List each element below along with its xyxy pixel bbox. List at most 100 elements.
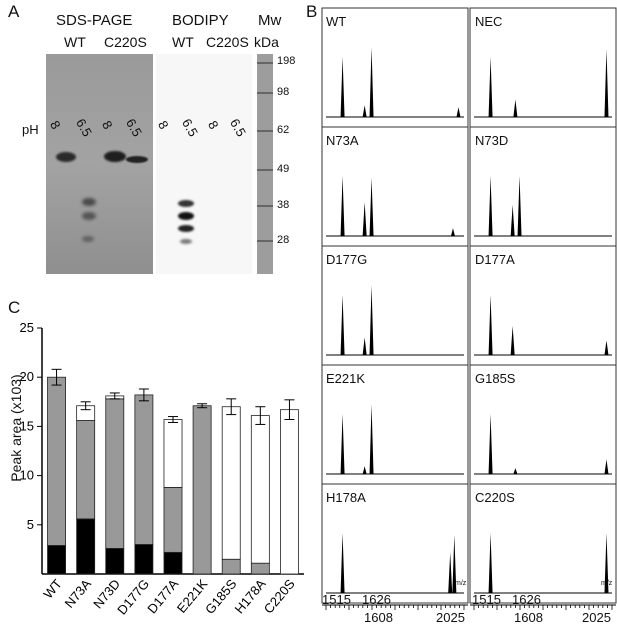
marker-lane: [257, 54, 273, 274]
ms-peak: [510, 204, 515, 236]
sds-band-wt-ph8: [56, 152, 76, 162]
ms-peak: [456, 107, 461, 117]
bar-segment: [134, 394, 154, 545]
ms-peak: [488, 413, 493, 474]
ms-peak: [604, 532, 609, 593]
bodipy-band-wt-ph65-d: [180, 239, 192, 244]
ms-peak: [340, 532, 345, 593]
ms-label-wt: WT: [326, 14, 347, 29]
y-tick-label: 20: [20, 369, 34, 384]
ms-peak: [488, 175, 493, 236]
sds-c220s-label: C220S: [104, 34, 147, 50]
x-tick-label: G185S: [202, 576, 240, 617]
ms-peak: [340, 294, 345, 355]
ms-peak: [362, 337, 367, 355]
marker-band-49: [257, 169, 273, 171]
ms-axis-right-1515: 1515: [472, 592, 501, 607]
bar-segment: [163, 487, 183, 553]
ms-peak: [517, 175, 522, 236]
ms-peak: [369, 285, 374, 355]
bar-segment: [105, 398, 125, 549]
ms-peak: [513, 99, 518, 117]
sds-page-gel: [46, 54, 153, 274]
bar-segment: [250, 415, 270, 564]
ms-peak: [340, 56, 345, 117]
ms-peak: [510, 325, 515, 355]
x-tick-label: D177A: [144, 576, 181, 616]
bar-segment: [76, 518, 96, 575]
ms-label-nec: NEC: [475, 14, 503, 29]
marker-label-198: 198: [277, 55, 296, 67]
bar-segment: [250, 562, 270, 575]
peak-area-bar-chart: 510152025WTN73AN73DD177GD177AE221KG185SH…: [20, 320, 304, 617]
y-axis-label: Peak area (x103): [8, 374, 24, 482]
ms-peak: [513, 468, 518, 474]
ms-label-n73d: N73D: [475, 133, 509, 148]
ms-label-g185s: G185S: [475, 371, 516, 386]
ms-peak: [448, 552, 453, 593]
bodipy-c220s-label: C220S: [206, 34, 249, 50]
bodipy-band-wt-ph65-a: [178, 200, 194, 207]
marker-band-62: [257, 130, 273, 132]
ph-label: pH: [22, 122, 39, 137]
panel-b-letter: B: [306, 2, 318, 21]
ms-axis-left-2025: 2025: [436, 610, 465, 625]
panel-c-letter: C: [8, 298, 21, 317]
ms-peak: [369, 404, 374, 474]
ms-mz-label-left: m/z: [455, 580, 467, 587]
marker-label-98: 98: [277, 86, 290, 98]
sds-wt-label: WT: [64, 34, 86, 50]
marker-band-98: [257, 92, 273, 94]
mass-spectra-grid: [321, 7, 617, 610]
ms-peak: [369, 177, 374, 236]
ms-peak: [340, 175, 345, 236]
sds-band-c220s-ph65: [126, 156, 148, 163]
ms-panel-frame: [321, 483, 469, 604]
ms-peak: [488, 56, 493, 117]
ms-axis-left-1608: 1608: [364, 610, 393, 625]
ms-label-d177a: D177A: [475, 252, 515, 267]
ms-peak: [362, 202, 367, 236]
sds-band-wt-ph65-b: [82, 212, 96, 220]
marker-band-28: [257, 240, 273, 242]
marker-label-49: 49: [277, 163, 290, 175]
ms-peak: [362, 105, 367, 117]
bar-segment: [163, 419, 183, 488]
ms-peak: [604, 49, 609, 117]
ms-label-e221k: E221K: [326, 371, 366, 386]
bar-segment: [192, 405, 212, 575]
bar-segment: [280, 409, 299, 575]
ms-peak: [369, 47, 374, 117]
panel-a-letter: A: [8, 2, 20, 21]
ms-peak: [362, 466, 367, 474]
x-tick-label: D177G: [114, 576, 152, 617]
marker-band-198: [257, 62, 273, 64]
ms-peak: [488, 294, 493, 355]
ms-mz-label-right: m/z: [601, 580, 613, 587]
kda-label: kDa: [254, 34, 279, 50]
x-tick-label: H178A: [232, 576, 269, 616]
bar-segment: [76, 420, 96, 520]
y-tick-label: 10: [20, 468, 34, 483]
ms-label-h178a: H178A: [326, 490, 366, 505]
x-tick-label: N73A: [62, 576, 95, 611]
bar-segment: [47, 545, 66, 575]
bodipy-gel: [156, 54, 252, 274]
ms-peak: [604, 459, 609, 474]
ms-peak: [604, 340, 609, 355]
bar-segment: [163, 551, 183, 575]
marker-label-28: 28: [277, 234, 290, 246]
x-tick-label: C220S: [261, 576, 298, 616]
ms-peak: [340, 413, 345, 474]
ms-peak: [452, 534, 457, 593]
bar-segment: [47, 376, 66, 546]
ms-axis-right-2025: 2025: [582, 610, 611, 625]
bar-segment: [134, 544, 154, 575]
ms-axis-right-1608: 1608: [514, 610, 543, 625]
bar-segment: [105, 548, 125, 575]
ms-label-c220s: C220S: [475, 490, 515, 505]
ms-peak: [488, 532, 493, 593]
ms-label-d177g: D177G: [326, 252, 368, 267]
bodipy-band-wt-ph65-c: [178, 225, 194, 232]
y-tick-label: 25: [20, 320, 34, 335]
